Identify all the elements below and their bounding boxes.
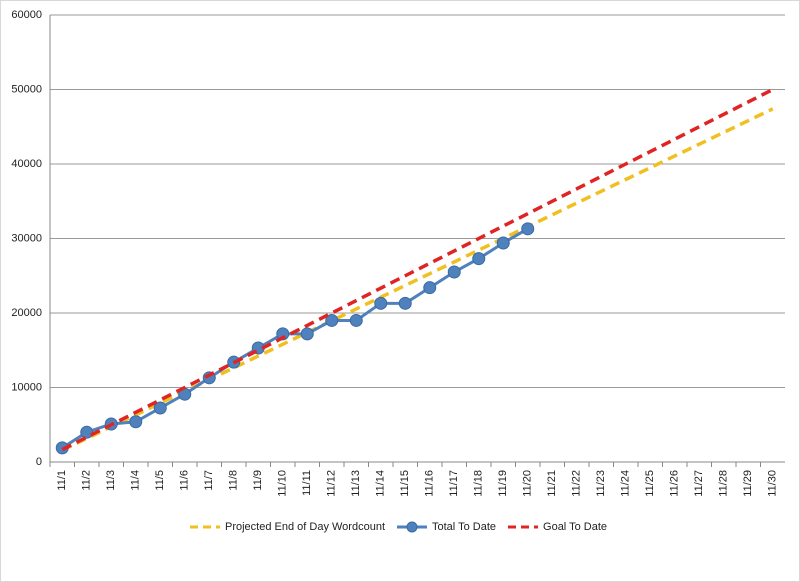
x-tick-label: 11/3 [105, 470, 117, 491]
x-tick-label: 11/17 [448, 470, 460, 497]
point [521, 222, 535, 236]
y-tick-label: 50000 [11, 83, 42, 95]
series-line [61, 87, 774, 452]
x-tick-label: 11/7 [203, 470, 215, 491]
x-tick-label: 11/6 [179, 470, 191, 491]
x-tick-label: 11/16 [424, 470, 436, 497]
point [276, 327, 290, 341]
x-tick-label: 11/25 [644, 470, 656, 497]
x-tick-label: 11/24 [620, 470, 632, 497]
point [80, 425, 94, 439]
x-tick-label: 11/2 [81, 470, 93, 491]
point [300, 327, 314, 341]
point [129, 415, 143, 429]
point [349, 313, 363, 327]
y-tick-label: 10000 [11, 381, 42, 393]
x-tick-label: 11/21 [546, 470, 558, 497]
y-tick-label: 20000 [11, 307, 42, 319]
x-tick-label: 11/1 [56, 470, 68, 491]
x-tick-label: 11/22 [571, 470, 583, 497]
y-tick-label: 60000 [11, 9, 42, 21]
point [153, 401, 167, 415]
point [447, 265, 461, 279]
x-tick-label: 11/30 [767, 470, 779, 497]
x-tick-label: 11/27 [693, 470, 705, 497]
point [423, 281, 437, 295]
point [374, 296, 388, 310]
x-tick-label: 11/10 [277, 470, 289, 497]
x-tick-label: 11/4 [130, 470, 142, 491]
y-tick-label: 30000 [11, 232, 42, 244]
legend-marker [406, 521, 418, 533]
point [325, 313, 339, 327]
point [472, 252, 486, 266]
x-tick-label: 11/13 [350, 470, 362, 497]
legend-label: Projected End of Day Wordcount [225, 521, 385, 533]
point [496, 236, 510, 250]
x-tick-label: 11/29 [742, 470, 754, 497]
y-tick-label: 0 [36, 456, 42, 468]
x-tick-label: 11/5 [154, 470, 166, 491]
x-tick-label: 11/19 [497, 470, 509, 497]
y-tick-label: 40000 [11, 158, 42, 170]
x-tick-label: 11/20 [522, 470, 534, 497]
x-tick-label: 11/14 [375, 470, 387, 497]
x-tick-label: 11/8 [228, 470, 240, 491]
x-tick-label: 11/9 [252, 470, 264, 491]
point [398, 296, 412, 310]
x-tick-label: 11/11 [301, 470, 313, 496]
x-tick-label: 11/18 [473, 470, 485, 497]
x-tick-label: 11/12 [326, 470, 338, 497]
x-tick-label: 11/28 [718, 470, 730, 497]
x-tick-label: 11/26 [669, 470, 681, 497]
legend-label: Total To Date [432, 521, 496, 533]
legend-label: Goal To Date [543, 521, 607, 533]
x-tick-label: 11/23 [595, 470, 607, 497]
x-tick-label: 11/15 [399, 470, 411, 497]
